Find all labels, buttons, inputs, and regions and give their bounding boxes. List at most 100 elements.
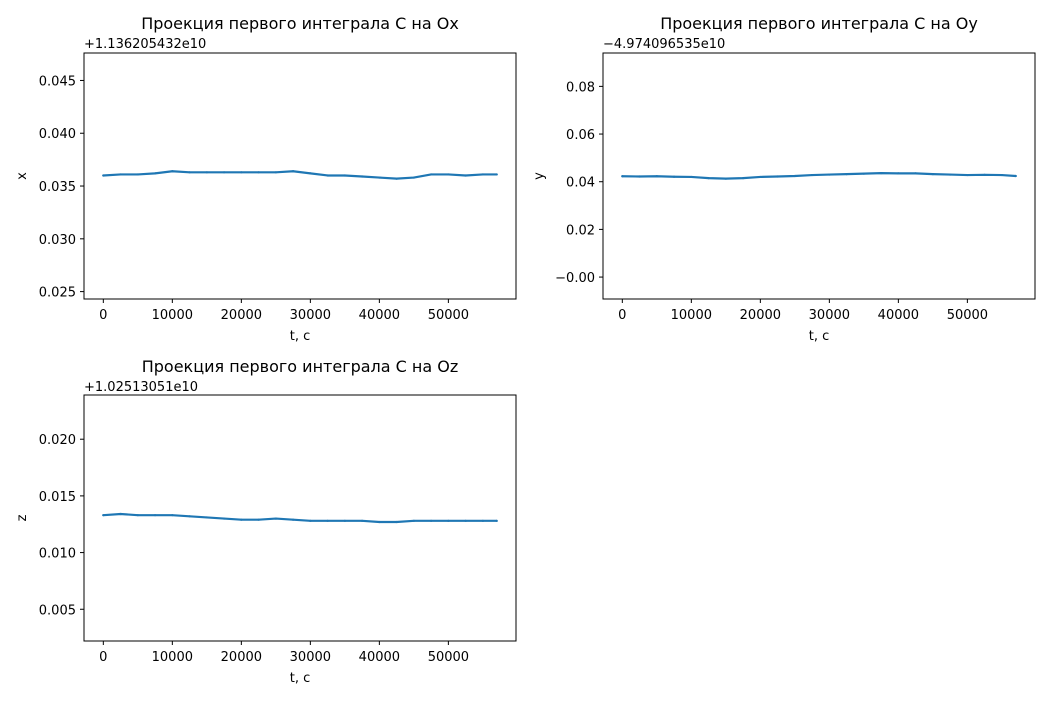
data-point (240, 171, 243, 174)
plot-area: 0 10000 20000 30000 40000 50000 0.005 0.010 0.01… (39, 394, 517, 665)
x-tick-label: 10000 (152, 650, 193, 665)
data-point (495, 519, 498, 522)
data-point (690, 175, 693, 179)
data-point (949, 173, 952, 176)
axes-frame (602, 52, 1036, 300)
data-point (447, 173, 450, 176)
data-point (326, 174, 329, 177)
data-point (222, 517, 226, 520)
data-point (724, 177, 727, 180)
y-tick-label: 0.025 (39, 286, 76, 301)
data-point (481, 173, 484, 176)
data-point (378, 520, 381, 524)
subplot-oz: Проекция первого интеграла C на Oz +1.02… (15, 357, 517, 686)
x-axis-label: t, c (290, 329, 311, 344)
data-point (395, 520, 398, 524)
series-line (102, 512, 498, 524)
data-point (1014, 174, 1017, 178)
data-point (741, 177, 745, 180)
x-tick-label: 20000 (740, 308, 781, 323)
data-point (412, 176, 415, 179)
x-tick-label: 20000 (221, 650, 262, 665)
y-axis-label: z (15, 514, 30, 521)
plot-area: 0 10000 20000 30000 40000 50000 0.025 0.030 0.03… (39, 52, 517, 323)
chart-title: Проекция первого интеграла C на Ox (141, 14, 459, 33)
data-point (309, 519, 312, 522)
y-tick-label: 0.045 (39, 74, 76, 89)
data-point (793, 174, 796, 178)
data-point (481, 519, 484, 522)
data-point (378, 176, 381, 179)
x-axis-label: t, c (290, 671, 311, 686)
y-tick-label: 0.015 (39, 490, 76, 505)
y-tick-label: 0.02 (566, 223, 595, 238)
data-point (811, 173, 814, 177)
data-point (153, 514, 157, 517)
x-tick-label: 50000 (428, 308, 469, 323)
data-point (205, 171, 208, 174)
data-point (621, 175, 624, 178)
data-point (102, 514, 105, 517)
data-point (862, 172, 865, 175)
y-tick-label: 0.08 (566, 80, 595, 95)
axes-frame (83, 394, 517, 642)
y-tick-label: 0.030 (39, 233, 76, 248)
data-point (326, 519, 329, 522)
data-point (222, 171, 226, 174)
x-tick-label: 40000 (359, 650, 400, 665)
x-tick-label: 30000 (809, 308, 850, 323)
x-tick-label: 30000 (290, 650, 331, 665)
data-point (412, 519, 415, 522)
series-line (621, 172, 1017, 180)
data-point (309, 172, 312, 175)
data-point (464, 174, 467, 177)
data-point (672, 175, 676, 178)
x-tick-label: 50000 (428, 650, 469, 665)
data-point (136, 514, 139, 517)
data-point (707, 177, 710, 180)
data-point (897, 172, 900, 175)
x-tick-label: 0 (99, 650, 107, 665)
subplot-ox: Проекция первого интеграла C на Ox +1.13… (15, 14, 517, 344)
data-point (257, 518, 260, 521)
data-point (880, 172, 883, 175)
data-point (257, 171, 260, 174)
series-line (102, 170, 498, 180)
data-point (931, 172, 934, 176)
data-point (119, 173, 122, 176)
y-tick-label: 0.010 (39, 547, 76, 562)
y-tick-label: 0.06 (566, 128, 595, 143)
data-point (655, 175, 658, 178)
data-point (966, 173, 969, 177)
data-point (292, 170, 295, 173)
data-point (274, 517, 277, 520)
subplot-oy: Проекция первого интеграла C на Oy −4.97… (532, 14, 1036, 344)
data-point (119, 512, 122, 516)
x-tick-label: 0 (618, 308, 626, 323)
offset-label: −4.974096535e10 (603, 37, 725, 52)
data-point (153, 172, 157, 175)
data-point (845, 172, 848, 176)
data-point (102, 174, 105, 177)
data-point (759, 175, 762, 179)
data-point (274, 171, 277, 174)
chart-title: Проекция первого интеграла C на Oz (142, 357, 459, 376)
y-tick-label: 0.005 (39, 603, 76, 618)
data-point (464, 519, 467, 522)
data-point (171, 514, 174, 517)
y-tick-label: 0.020 (39, 433, 76, 448)
data-point (343, 519, 346, 522)
data-point (776, 175, 779, 178)
x-axis-label: t, c (809, 329, 830, 344)
offset-label: +1.136205432e10 (84, 37, 206, 52)
data-point (205, 516, 208, 519)
data-point (361, 519, 364, 522)
x-tick-label: 0 (99, 308, 107, 323)
data-point (343, 174, 346, 177)
x-tick-label: 10000 (152, 308, 193, 323)
data-point (914, 172, 917, 175)
data-point (495, 173, 498, 176)
data-point (828, 173, 831, 176)
offset-label: +1.02513051e10 (84, 380, 198, 395)
